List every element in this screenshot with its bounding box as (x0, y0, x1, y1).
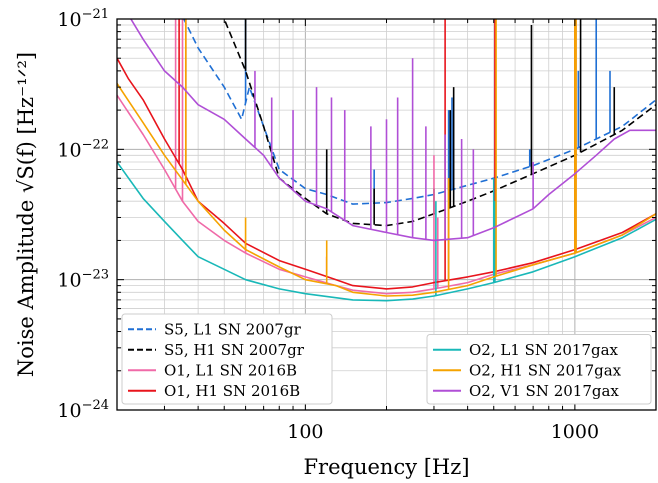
series-line-0 (182, 19, 656, 205)
series-line-4 (117, 161, 656, 302)
y-tick-label: 10−24 (57, 398, 109, 422)
series-line-3 (117, 57, 656, 290)
x-axis-title: Frequency [Hz] (303, 455, 469, 479)
series-line-5 (117, 83, 656, 297)
legend-box (121, 313, 333, 405)
y-tick-label: 10−21 (57, 7, 109, 31)
ticks: 100 1000 10−24 10−23 10−22 10−21 (57, 7, 657, 443)
legend-lower-right: O2, L1 SN 2017gax O2, H1 SN 2017gax O2, V1… (426, 334, 652, 405)
legend-label: O1, H1 SN 2016B (164, 382, 300, 400)
x-tick-label: 1000 (551, 421, 599, 443)
legend-label: O2, L1 SN 2017gax (469, 341, 619, 359)
legend-label: O2, H1 SN 2017gax (469, 361, 622, 379)
x-tick-label: 100 (287, 421, 323, 443)
legend-label: S5, H1 SN 2007gr (164, 341, 305, 359)
y-tick-label: 10−22 (57, 137, 109, 161)
legend-lower-left: S5, L1 SN 2007gr S5, H1 SN 2007gr O1, L1 S… (121, 313, 333, 405)
y-tick-label: 10−23 (57, 268, 109, 292)
y-axis-title: Noise Amplitude √S(f) [Hz⁻¹ᐟ²] (14, 52, 38, 377)
legend-label: O2, V1 SN 2017gax (469, 382, 619, 400)
series-line-1 (223, 19, 656, 227)
legend-label: O1, L1 SN 2016B (164, 361, 297, 379)
legend-label: S5, L1 SN 2007gr (164, 320, 302, 338)
legend-box (426, 334, 652, 405)
series-group (117, 19, 656, 302)
